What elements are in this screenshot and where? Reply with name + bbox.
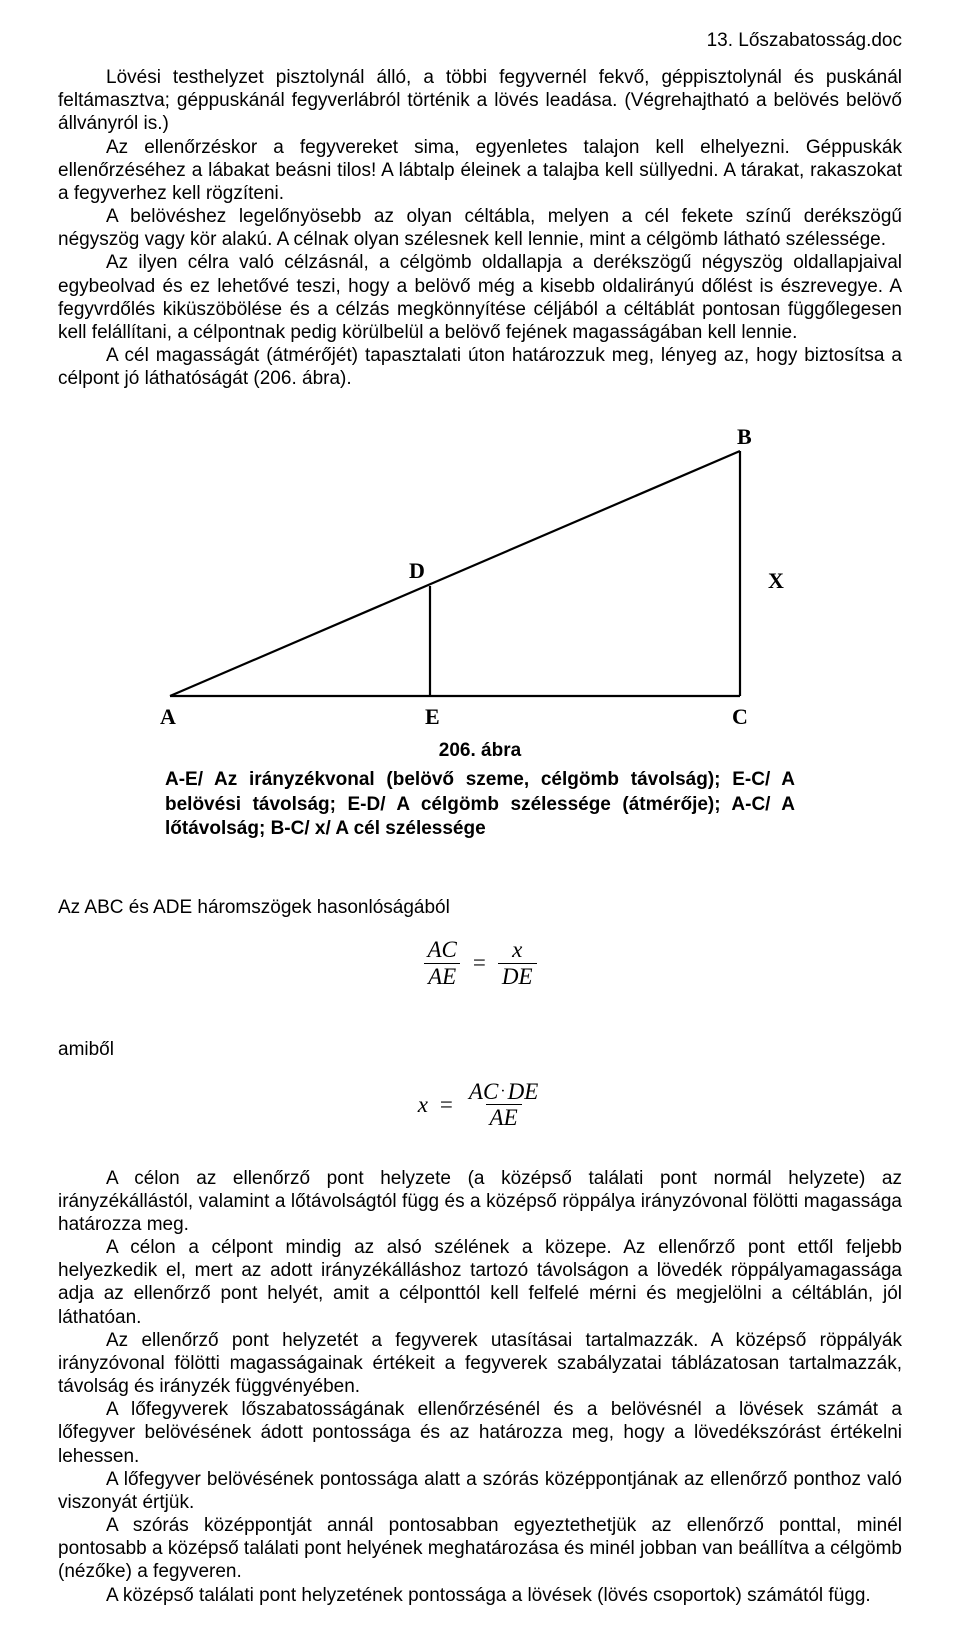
- paragraph: A célon az ellenőrző pont helyzete (a kö…: [58, 1167, 902, 1237]
- point-label-X: X: [768, 568, 784, 593]
- formula-1: AC AE = x DE: [58, 937, 902, 989]
- f1-rhs-num: x: [508, 937, 526, 962]
- paragraph: A középső találati pont helyzetének pont…: [58, 1584, 902, 1607]
- f2-lhs: x: [418, 1092, 428, 1118]
- paragraph: A szórás középpontját annál pontosabban …: [58, 1514, 902, 1584]
- point-label-B: B: [737, 424, 752, 449]
- paragraph: Az ellenőrzéskor a fegyvereket sima, egy…: [58, 136, 902, 206]
- f1-lhs-den: AE: [424, 963, 460, 989]
- paragraph: A célon a célpont mindig az alsó széléne…: [58, 1236, 902, 1329]
- paragraph: A lőfegyver belövésének pontossága alatt…: [58, 1468, 902, 1514]
- similarity-line: Az ABC és ADE háromszögek hasonlóságából: [58, 897, 902, 919]
- doc-header: 13. Lőszabatosság.doc: [58, 30, 902, 52]
- equals-sign: =: [469, 950, 490, 976]
- figure-caption: A-E/ Az irányzékvonal (belövő szeme, cél…: [165, 768, 795, 841]
- amibol-label: amiből: [58, 1039, 902, 1061]
- figure-number: 206. ábra: [439, 740, 521, 762]
- f2-num-b: DE: [508, 1079, 539, 1104]
- figure-206: A E C D B X 206. ábra A-E/ Az irányzékvo…: [58, 416, 902, 841]
- formula-2: x = AC·DE AE: [58, 1079, 902, 1131]
- paragraph: A belövéshez legelőnyösebb az olyan célt…: [58, 205, 902, 251]
- f1-lhs-num: AC: [423, 937, 460, 962]
- paragraph: Az ellenőrző pont helyzetét a fegyverek …: [58, 1329, 902, 1399]
- point-label-D: D: [409, 558, 425, 583]
- point-label-C: C: [732, 704, 748, 729]
- paragraph: A cél magasságát (átmérőjét) tapasztalat…: [58, 344, 902, 390]
- f1-rhs-den: DE: [498, 963, 537, 989]
- point-label-A: A: [160, 704, 176, 729]
- f2-num-a: AC: [469, 1079, 498, 1104]
- paragraph: A lőfegyverek lőszabatosságának ellenőrz…: [58, 1398, 902, 1468]
- triangle-diagram: A E C D B X: [130, 416, 830, 736]
- paragraph: Lövési testhelyzet pisztolynál álló, a t…: [58, 66, 902, 136]
- f2-den: AE: [486, 1104, 522, 1130]
- document-page: 13. Lőszabatosság.doc Lövési testhelyzet…: [0, 0, 960, 1637]
- paragraph: Az ilyen célra való célzásnál, a célgömb…: [58, 251, 902, 344]
- equals-sign: =: [436, 1092, 457, 1118]
- point-label-E: E: [425, 704, 440, 729]
